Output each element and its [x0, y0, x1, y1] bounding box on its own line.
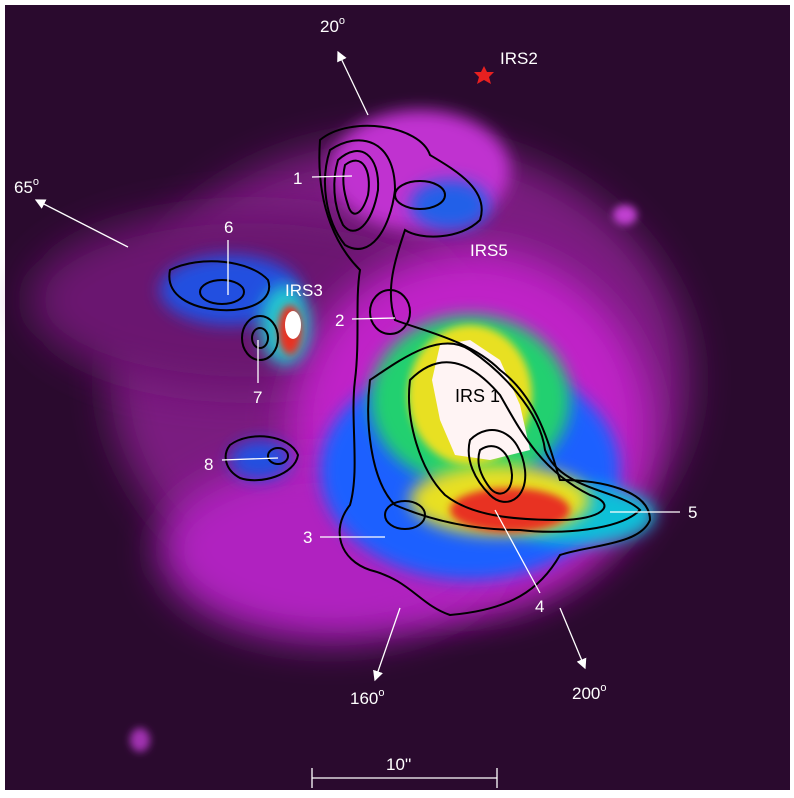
source-number: 1	[293, 169, 302, 188]
degree: o	[378, 687, 384, 699]
degree: o	[600, 682, 606, 694]
source-label: IRS2	[500, 49, 538, 68]
degree: o	[33, 176, 39, 188]
source-number: 6	[224, 218, 233, 237]
source-number: 8	[204, 455, 213, 474]
scale-label: 10''	[386, 755, 411, 774]
source-label: IRS3	[285, 281, 323, 300]
source-number: 4	[535, 597, 544, 616]
source-label: IRS5	[470, 241, 508, 260]
angle: 65	[14, 178, 33, 197]
source-number: 3	[303, 528, 312, 547]
source-number: 5	[688, 503, 697, 522]
source-number: 2	[335, 311, 344, 330]
angle: 20	[320, 17, 339, 36]
image: 20o 65o 160o 200o IRS2 IRS5 IRS3 IRS 1 1…	[0, 0, 794, 798]
angle: 160	[350, 689, 378, 708]
source-number: 7	[253, 388, 262, 407]
angle: 200	[572, 684, 600, 703]
degree: o	[339, 15, 345, 27]
source-label: IRS 1	[455, 386, 500, 406]
